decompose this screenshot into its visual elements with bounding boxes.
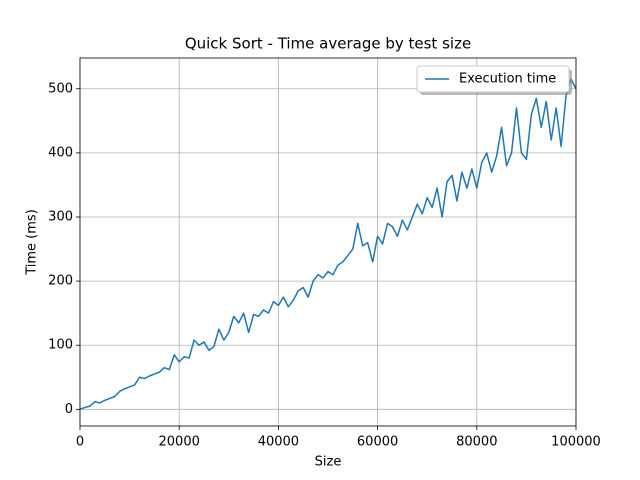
legend-box [416,65,570,93]
y-tick-label: 500 [48,81,73,96]
y-tick-label: 200 [48,274,73,289]
x-tick-label: 60000 [357,435,398,450]
y-tick-label: 300 [48,209,73,224]
y-tick-label: 100 [48,338,73,353]
x-tick-label: 40000 [258,435,299,450]
legend-label: Execution time [459,72,556,87]
x-tick-label: 80000 [456,435,497,450]
x-tick-label: 0 [76,435,84,450]
y-axis-label: Time (ms) [25,209,40,276]
data-line [79,78,577,411]
plot-frame [79,57,577,427]
x-tick-label: 20000 [159,435,200,450]
x-axis-label: Size [315,455,342,470]
chart-title: Quick Sort - Time average by test size [185,35,471,53]
y-tick-label: 400 [48,145,73,160]
x-tick-label: 100000 [551,435,601,450]
y-tick-label: 0 [65,402,73,417]
